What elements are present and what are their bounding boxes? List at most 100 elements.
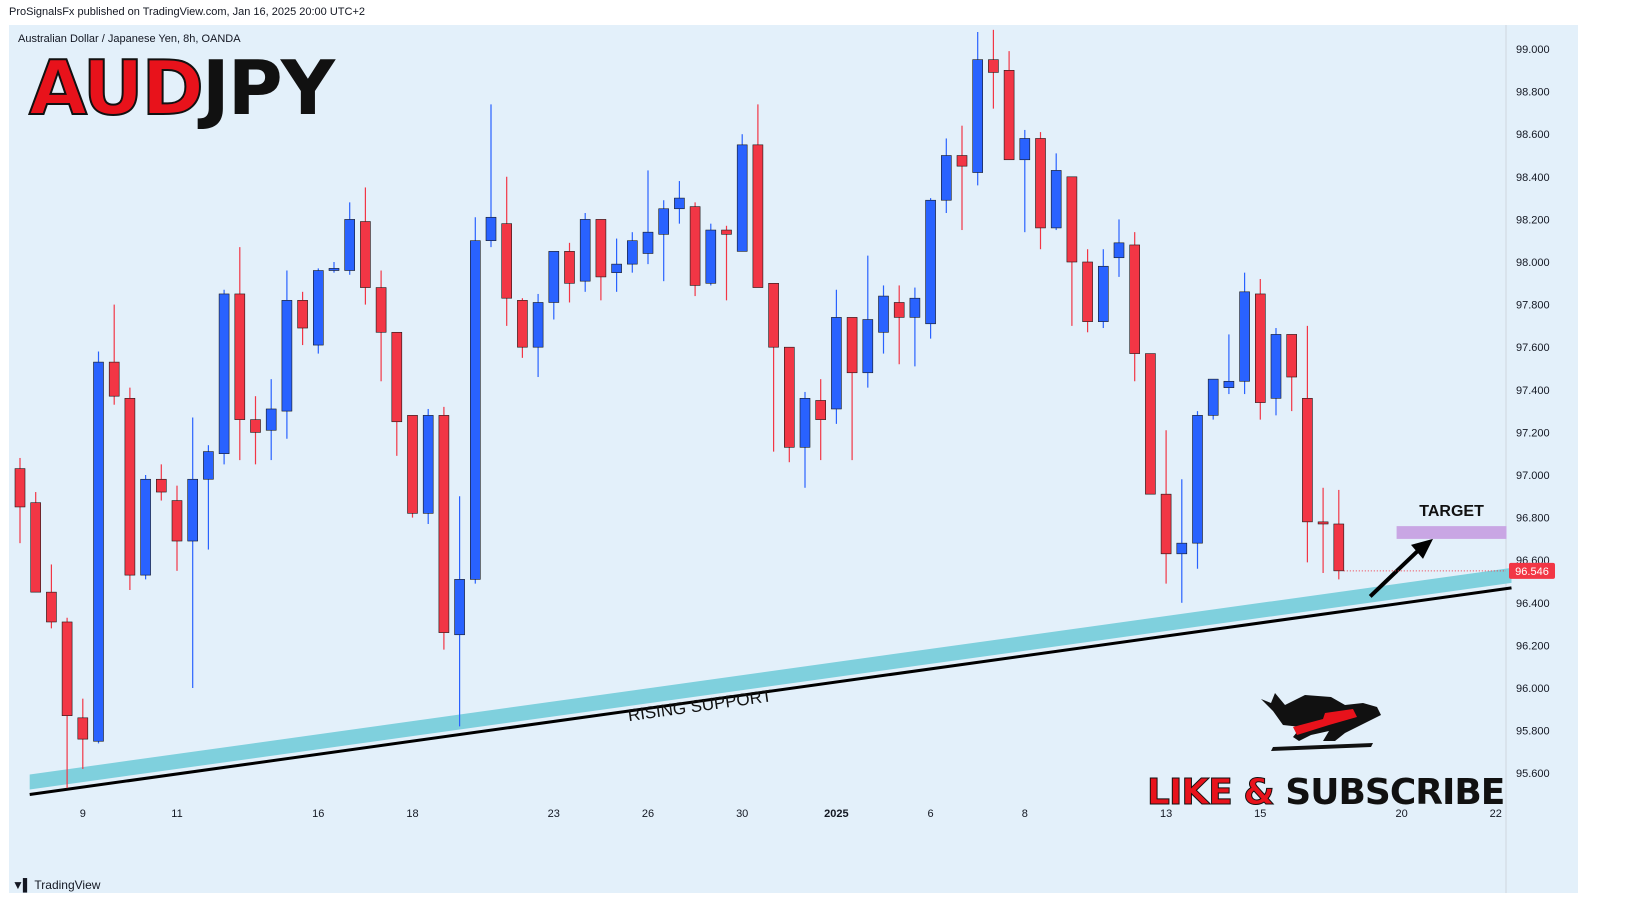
candle-body[interactable] (1317, 521, 1329, 525)
candle-body[interactable] (1239, 291, 1250, 382)
candle-body[interactable] (862, 319, 874, 374)
candle-body[interactable] (1019, 138, 1031, 161)
candle-body[interactable] (799, 398, 811, 448)
candle-body[interactable] (705, 229, 717, 284)
candle-body[interactable] (407, 415, 418, 514)
candle-body[interactable] (234, 293, 246, 420)
candle-body[interactable] (579, 219, 591, 282)
candle-body[interactable] (501, 223, 513, 299)
candle-body[interactable] (1223, 380, 1235, 388)
candle-body[interactable] (815, 400, 827, 420)
candle-body[interactable] (203, 451, 214, 480)
support-line[interactable] (29, 586, 1512, 796)
candle-body[interactable] (626, 240, 638, 265)
candle-body[interactable] (925, 199, 936, 325)
chart-panel[interactable]: 99.000 98.800 98.600 98.400 98.200 98.000 97.8… (9, 25, 1578, 893)
candle-body[interactable] (108, 361, 120, 397)
candle-body[interactable] (281, 300, 293, 412)
candle-body[interactable] (611, 263, 622, 273)
candle-body[interactable] (1050, 170, 1062, 229)
candle-body[interactable] (1333, 523, 1345, 572)
candle-body[interactable] (878, 295, 889, 333)
candle-body[interactable] (485, 216, 497, 242)
candle-body[interactable] (517, 300, 528, 348)
candle-body[interactable] (736, 144, 748, 252)
candle-body[interactable] (721, 229, 732, 235)
candle-body[interactable] (846, 317, 858, 374)
y-tick-label: 97.600 (1516, 342, 1550, 354)
candle-body[interactable] (548, 251, 560, 303)
candle-body[interactable] (595, 219, 607, 278)
candle-body[interactable] (438, 415, 450, 633)
candle-body[interactable] (783, 346, 795, 448)
candle-body[interactable] (1082, 261, 1093, 322)
candle-body[interactable] (250, 419, 261, 433)
candle-body[interactable] (1145, 353, 1156, 495)
candle-body[interactable] (344, 219, 356, 271)
candle-body[interactable] (124, 398, 136, 576)
candle-body[interactable] (1286, 334, 1297, 378)
candle-body[interactable] (1176, 542, 1188, 555)
candle-body[interactable] (77, 717, 89, 740)
candle-body[interactable] (988, 59, 999, 73)
candle-body[interactable] (297, 300, 308, 329)
candle-body[interactable] (1129, 244, 1140, 354)
y-tick-label: 96.000 (1516, 683, 1550, 695)
candle-body[interactable] (1113, 242, 1125, 259)
candle-body[interactable] (689, 206, 701, 286)
x-tick-label: 26 (642, 808, 654, 820)
candle-body[interactable] (532, 302, 544, 348)
candle-body[interactable] (1066, 176, 1078, 263)
candle-body[interactable] (454, 579, 465, 636)
tradingview-logo[interactable]: ▼▌ TradingView (12, 878, 100, 892)
candle-body[interactable] (93, 361, 104, 742)
candle-body[interactable] (893, 302, 905, 318)
candle-body[interactable] (422, 415, 434, 514)
candle-body[interactable] (940, 155, 952, 201)
x-tick-label: 30 (736, 808, 748, 820)
target-label: TARGET (1419, 503, 1484, 520)
candle-body[interactable] (1160, 493, 1172, 555)
candle-body[interactable] (972, 59, 984, 173)
candle-body[interactable] (768, 282, 779, 348)
x-tick-label: 11 (171, 808, 182, 820)
candle-body[interactable] (218, 293, 230, 455)
candle-body[interactable] (1302, 398, 1313, 523)
candle-body[interactable] (156, 478, 167, 493)
candle-body[interactable] (1192, 415, 1203, 544)
target-arrow-shaft (1368, 544, 1425, 598)
candle-body[interactable] (312, 270, 324, 346)
candle-body[interactable] (642, 231, 654, 254)
candle-body[interactable] (375, 287, 387, 333)
candle-body[interactable] (1255, 293, 1266, 403)
candle-body[interactable] (674, 197, 685, 210)
candle-body[interactable] (61, 621, 73, 716)
x-tick-label: 16 (312, 808, 324, 820)
candle-body[interactable] (1098, 265, 1109, 322)
candle-body[interactable] (30, 502, 42, 593)
candle-body[interactable] (1035, 138, 1046, 229)
candle-body[interactable] (564, 251, 575, 284)
candle-body[interactable] (831, 317, 842, 410)
candle-body[interactable] (360, 221, 371, 288)
x-tick-label: 2025 (824, 808, 848, 820)
candle-body[interactable] (1207, 378, 1219, 416)
candle-body[interactable] (1270, 334, 1282, 399)
candle-body[interactable] (956, 155, 968, 167)
candle-body[interactable] (391, 331, 403, 423)
y-tick-label: 96.200 (1516, 640, 1550, 652)
candle-body[interactable] (46, 591, 57, 623)
candle-body[interactable] (909, 297, 921, 318)
candle-body[interactable] (140, 478, 151, 576)
candle-body[interactable] (469, 240, 481, 580)
candlestick-chart[interactable]: 99.000 98.800 98.600 98.400 98.200 98.000 97.8… (9, 25, 1578, 893)
candle-body[interactable] (265, 408, 277, 431)
candle-body[interactable] (171, 500, 183, 542)
candle-body[interactable] (1003, 69, 1015, 161)
candle-body[interactable] (658, 208, 670, 235)
candle-body[interactable] (328, 268, 340, 271)
target-zone[interactable] (1396, 526, 1507, 539)
candle-body[interactable] (14, 468, 26, 508)
candle-body[interactable] (187, 478, 198, 542)
candle-body[interactable] (752, 144, 764, 288)
